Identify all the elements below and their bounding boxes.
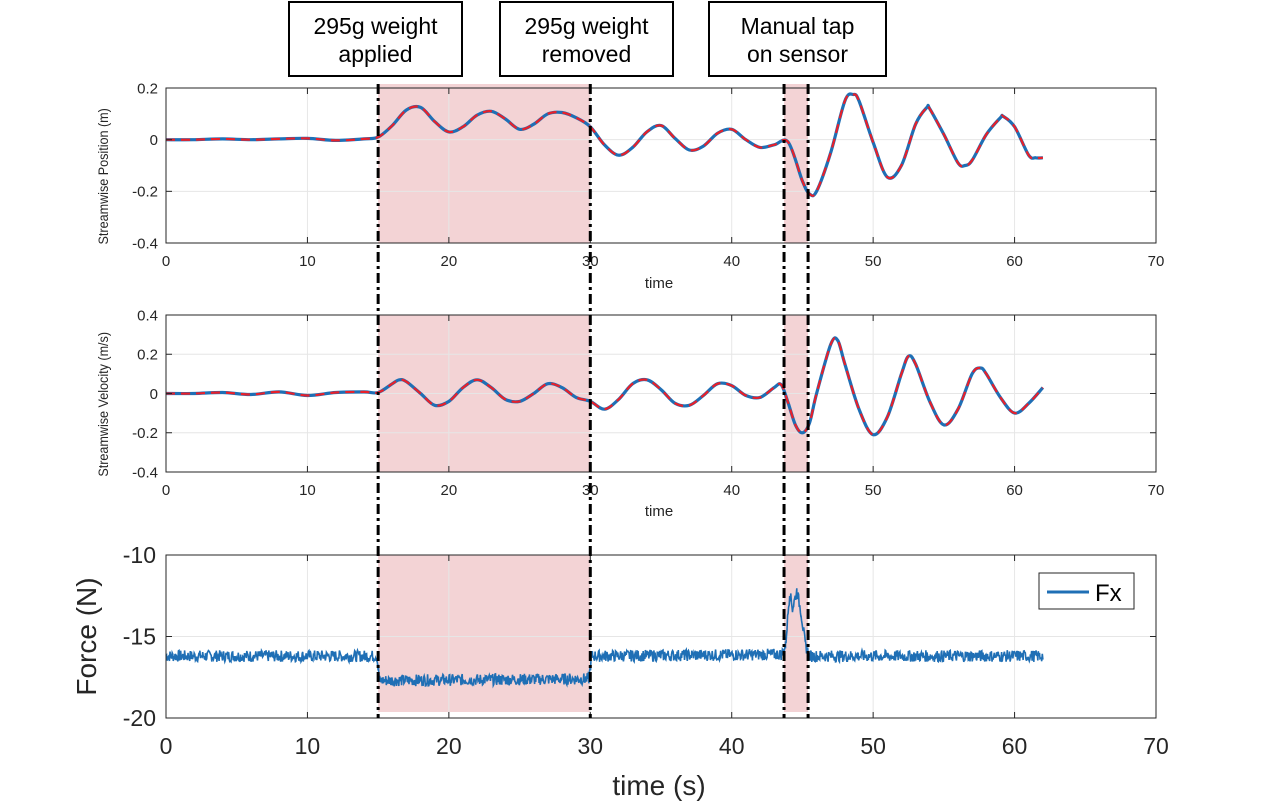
x-tick-label: 70 [1148,482,1165,499]
y-tick-label: 0.2 [137,347,158,364]
charts-layer: 0 10 20 30 40 50 60 70 -0.4 -0.2 0 0.2 time Streamwis… [71,80,1169,801]
y-tick-label: 0 [150,132,158,149]
y-tick-label: 0.2 [137,80,158,97]
annotation-line1: 295g weight [524,13,649,39]
x-tick-label: 0 [160,733,173,759]
x-tick-label: 50 [865,482,882,499]
y-tick-label: -0.2 [132,425,158,442]
chart-velocity: 010203040506070-0.4-0.200.20.4timeStream… [95,307,1164,520]
annotation-box [708,1,887,77]
x-tick-label: 40 [719,733,745,759]
annotation-line2: applied [338,41,412,67]
y-tick-label: -0.4 [132,464,158,481]
annotation-line1: 295g weight [313,13,438,39]
legend: Fx [1038,572,1135,610]
x-tick-label: 10 [299,482,316,499]
series-fx-line [165,588,1044,689]
y-tick-label: -10 [123,542,156,568]
x-axis-label: time [645,503,673,520]
y-tick-label: -0.2 [132,184,158,201]
y-tick-label: -0.4 [132,235,158,252]
plot-area [166,88,1156,243]
x-tick-label: 0 [162,253,170,270]
y-tick-label: -15 [123,624,156,650]
event-lines [376,84,810,718]
y-axis-label: Streamwise Velocity (m/s) [95,332,111,477]
annotation-box [499,1,674,77]
y-tick-label: 0 [150,386,158,403]
x-tick-label: 20 [441,253,458,270]
x-tick-label: 40 [723,253,740,270]
x-tick-label: 10 [299,253,316,270]
annotation-line2: removed [542,41,631,67]
highlight-region [378,555,591,712]
x-tick-label: 60 [1006,253,1023,270]
series-measured-line [165,336,1045,437]
annotation-line2: on sensor [747,41,848,67]
x-tick-label: 60 [1002,733,1028,759]
annotation-box [288,1,463,77]
x-tick-label: 10 [295,733,321,759]
chart-position: 010203040506070-0.4-0.200.2timeStreamwis… [95,80,1164,292]
x-tick-label: 40 [723,482,740,499]
y-axis-label: Force (N) [71,577,102,695]
x-tick-label: 60 [1006,482,1023,499]
legend-label-fx: Fx [1095,580,1122,607]
annotation-line1: Manual tap [741,13,855,39]
x-tick-label: 0 [162,482,170,499]
x-tick-label: 70 [1148,253,1165,270]
x-axis-label: time [645,275,673,292]
y-tick-label: -20 [123,705,156,731]
axes-box [165,87,1157,244]
y-tick-label: 0.4 [137,307,158,324]
x-tick-label: 50 [860,733,886,759]
chart-force: 0 10 20 30 40 50 60 70 -20 -15 -10 time (s) Force (N… [71,542,1169,801]
annotation-weight-applied: 295g weight applied [288,1,463,77]
x-tick-label: 70 [1143,733,1169,759]
x-tick-label: 20 [441,482,458,499]
y-axis-label: Streamwise Position (m) [95,108,111,244]
series-model-line [165,92,1043,197]
x-tick-label: 30 [577,733,603,759]
annotations-layer: 295g weight applied 295g weight removed … [288,1,887,77]
annotation-weight-removed: 295g weight removed [499,1,674,77]
x-axis-label: time (s) [612,770,705,801]
annotation-manual-tap: Manual tap on sensor [708,1,887,77]
x-tick-label: 20 [436,733,462,759]
x-tick-label: 50 [865,253,882,270]
